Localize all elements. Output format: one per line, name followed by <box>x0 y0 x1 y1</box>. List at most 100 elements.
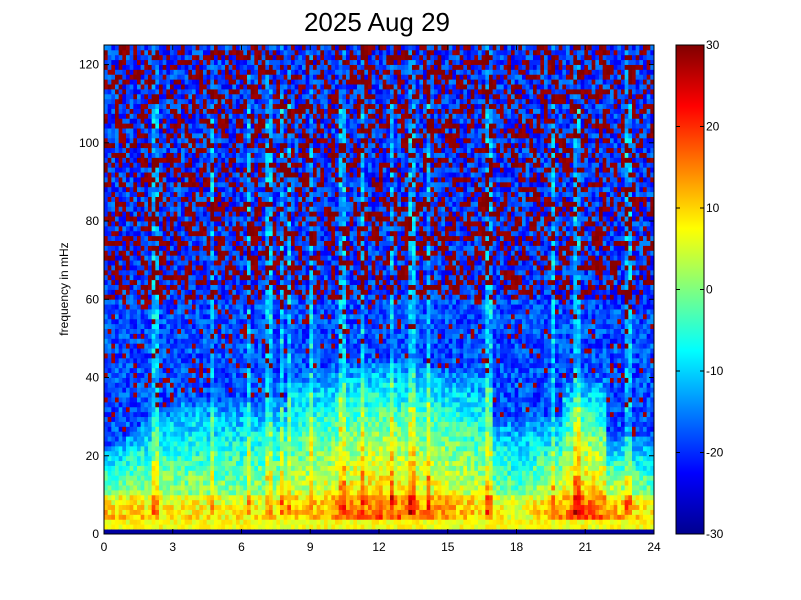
heatmap-cell <box>239 142 244 149</box>
heatmap-cell <box>140 465 145 471</box>
heatmap-cell <box>166 480 171 486</box>
heatmap-cell <box>232 377 237 383</box>
heatmap-cell <box>250 328 255 334</box>
heatmap-cell <box>276 382 281 388</box>
heatmap-cell <box>228 201 233 207</box>
heatmap-cell <box>261 470 266 476</box>
heatmap-cell <box>104 504 109 510</box>
heatmap-cell <box>280 255 285 261</box>
heatmap-cell <box>107 470 112 476</box>
heatmap-cell <box>276 299 281 305</box>
heatmap-cell <box>261 250 266 256</box>
heatmap-cell <box>118 338 123 344</box>
heatmap-cell <box>118 382 123 388</box>
heatmap-cell <box>133 397 138 403</box>
heatmap-cell <box>181 54 186 61</box>
heatmap-cell <box>206 460 211 466</box>
heatmap-cell <box>162 186 167 193</box>
heatmap-cell <box>111 250 116 256</box>
heatmap-cell <box>122 221 127 227</box>
heatmap-cell <box>159 509 164 515</box>
heatmap-cell <box>181 108 186 114</box>
heatmap-cell <box>276 221 281 227</box>
heatmap-cell <box>283 260 288 266</box>
heatmap-cell <box>170 387 175 393</box>
heatmap-cell <box>111 186 116 193</box>
heatmap-cell <box>283 494 288 501</box>
heatmap-cell <box>192 216 197 222</box>
heatmap-cell <box>258 313 263 320</box>
heatmap-cell <box>159 289 164 295</box>
heatmap-cell <box>192 328 197 334</box>
heatmap-cell <box>195 196 200 202</box>
heatmap-cell <box>272 206 277 212</box>
heatmap-cell <box>250 284 255 290</box>
heatmap-cell <box>239 426 244 432</box>
heatmap-cell <box>148 406 153 413</box>
heatmap-cell <box>122 255 127 261</box>
heatmap-cell <box>283 426 288 432</box>
heatmap-cell <box>225 348 230 354</box>
heatmap-cell <box>199 460 204 466</box>
heatmap-cell <box>115 529 120 535</box>
heatmap-cell <box>159 260 164 266</box>
heatmap-cell <box>162 367 167 374</box>
heatmap-cell <box>126 45 131 51</box>
heatmap-cell <box>195 489 200 496</box>
heatmap-cell <box>151 162 156 168</box>
heatmap-cell <box>173 289 178 295</box>
heatmap-cell <box>203 514 208 520</box>
heatmap-cell <box>243 191 248 197</box>
heatmap-cell <box>254 485 259 491</box>
heatmap-cell <box>151 445 156 452</box>
heatmap-cell <box>258 392 263 398</box>
heatmap-cell <box>254 357 259 364</box>
heatmap-cell <box>162 470 167 476</box>
heatmap-cell <box>181 177 186 183</box>
heatmap-cell <box>254 186 259 193</box>
heatmap-cell <box>258 84 263 90</box>
heatmap-cell <box>159 392 164 398</box>
heatmap-cell <box>177 54 182 61</box>
heatmap-cell <box>177 137 182 144</box>
heatmap-cell <box>192 353 197 359</box>
heatmap-cell <box>181 103 186 109</box>
heatmap-cell <box>104 470 109 476</box>
heatmap-cell <box>148 470 153 476</box>
heatmap-cell <box>217 392 222 398</box>
heatmap-cell <box>206 49 211 56</box>
heatmap-cell <box>217 367 222 374</box>
heatmap-cell <box>184 416 189 422</box>
heatmap-cell <box>133 274 138 281</box>
heatmap-cell <box>283 79 288 85</box>
heatmap-cell <box>221 255 226 261</box>
heatmap-cell <box>170 519 175 525</box>
heatmap-cell <box>206 128 211 134</box>
heatmap-cell <box>203 162 208 168</box>
heatmap-cell <box>118 416 123 422</box>
heatmap-cell <box>122 123 127 129</box>
heatmap-cell <box>151 421 156 427</box>
heatmap-cell <box>199 250 204 256</box>
heatmap-cell <box>181 470 186 476</box>
heatmap-cell <box>184 225 189 232</box>
heatmap-cell <box>228 519 233 525</box>
heatmap-cell <box>122 475 127 481</box>
heatmap-cell <box>162 84 167 90</box>
heatmap-cell <box>247 470 252 476</box>
heatmap-cell <box>173 343 178 349</box>
heatmap-cell <box>206 485 211 491</box>
heatmap-cell <box>118 64 123 70</box>
heatmap-cell <box>166 372 171 378</box>
heatmap-cell <box>225 98 230 105</box>
heatmap-cell <box>239 240 244 246</box>
heatmap-cell <box>177 509 182 515</box>
heatmap-cell <box>181 485 186 491</box>
heatmap-cell <box>199 206 204 212</box>
heatmap-cell <box>140 167 145 173</box>
heatmap-cell <box>181 269 186 276</box>
heatmap-cell <box>181 416 186 422</box>
heatmap-cell <box>199 318 204 325</box>
heatmap-cell <box>166 338 171 344</box>
heatmap-cell <box>243 499 248 506</box>
